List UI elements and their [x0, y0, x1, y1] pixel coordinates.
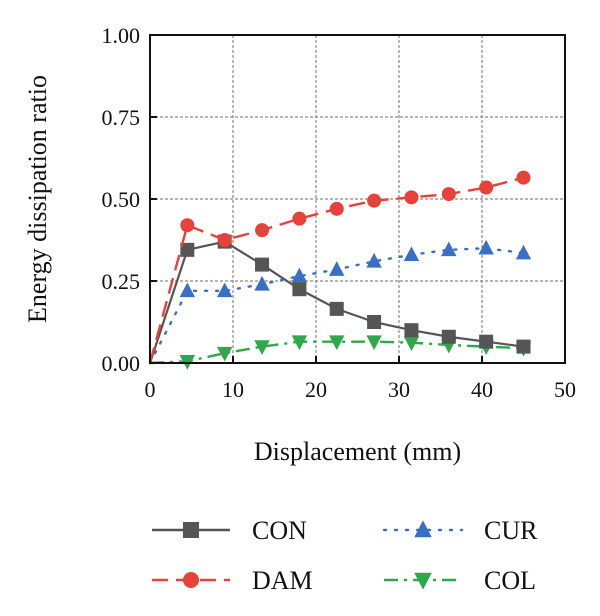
- data-point-cur: [515, 244, 532, 260]
- data-point-cur: [403, 246, 420, 262]
- data-point-col: [403, 336, 420, 352]
- data-point-con: [292, 282, 307, 297]
- data-point-dam: [441, 187, 456, 202]
- data-point-con: [404, 323, 419, 338]
- data-point-dam: [367, 193, 382, 208]
- x-tick-label: 50: [554, 377, 576, 402]
- data-point-cur: [478, 239, 494, 255]
- legend-label-cur: CUR: [484, 516, 538, 545]
- data-point-dam: [479, 180, 494, 195]
- legend-item-cur: CUR: [382, 516, 538, 545]
- series-layer: [148, 170, 532, 370]
- data-point-con: [180, 242, 195, 257]
- data-point-dam: [255, 223, 270, 238]
- legend: CON DAM CUR COL: [152, 516, 538, 595]
- data-point-cur: [179, 282, 196, 298]
- x-tick-label: 0: [145, 377, 156, 402]
- y-tick-label: 0.00: [102, 351, 141, 376]
- data-point-con: [255, 257, 270, 272]
- data-point-dam: [329, 201, 344, 216]
- data-point-col: [291, 335, 308, 351]
- y-tick-label: 0.25: [102, 269, 141, 294]
- data-point-col: [366, 335, 382, 351]
- x-tick-label: 10: [222, 377, 244, 402]
- legend-item-con: CON: [152, 516, 307, 545]
- legend-marker-dam: [183, 572, 199, 588]
- data-point-dam: [180, 218, 195, 233]
- y-tick-label: 0.75: [102, 105, 141, 130]
- data-point-cur: [366, 252, 382, 268]
- data-point-dam: [516, 170, 531, 185]
- x-tick-label: 40: [471, 377, 493, 402]
- data-point-con: [329, 301, 344, 316]
- data-point-col: [217, 346, 233, 362]
- grid: [150, 35, 565, 363]
- y-tick-label: 0.50: [102, 187, 141, 212]
- data-point-con: [516, 339, 531, 354]
- legend-marker-cur: [414, 520, 432, 538]
- x-tick-label: 20: [305, 377, 327, 402]
- data-point-dam: [292, 211, 307, 226]
- series-dam: [148, 170, 531, 364]
- legend-label-con: CON: [252, 516, 307, 545]
- data-point-cur: [254, 275, 270, 291]
- data-point-con: [367, 315, 382, 329]
- data-point-cur: [329, 261, 345, 276]
- y-tick-label: 1.00: [102, 23, 141, 48]
- data-point-cur: [217, 282, 233, 298]
- series-line-col: [149, 340, 524, 365]
- data-point-cur: [441, 241, 457, 257]
- legend-marker-con: [183, 522, 199, 538]
- data-point-col: [254, 340, 270, 355]
- x-tick-label: 30: [388, 377, 410, 402]
- series-cur: [148, 239, 532, 365]
- data-point-dam: [217, 233, 232, 247]
- data-point-cur: [291, 267, 308, 283]
- legend-label-dam: DAM: [252, 566, 313, 595]
- series-con: [148, 234, 531, 364]
- legend-marker-col: [414, 572, 432, 590]
- x-axis-title: Displacement (mm): [254, 437, 461, 466]
- data-point-con: [441, 329, 456, 344]
- data-point-con: [479, 334, 494, 349]
- data-point-dam: [404, 190, 419, 205]
- legend-label-col: COL: [484, 566, 536, 595]
- ticks: 0 10 20 30 40 50 0.00 0.25 0.50 0.75 1.00: [102, 23, 577, 402]
- legend-item-col: COL: [384, 566, 536, 595]
- data-point-col: [329, 335, 345, 351]
- legend-item-dam: DAM: [152, 566, 313, 595]
- y-axis-title: Energy dissipation ratio: [23, 75, 52, 323]
